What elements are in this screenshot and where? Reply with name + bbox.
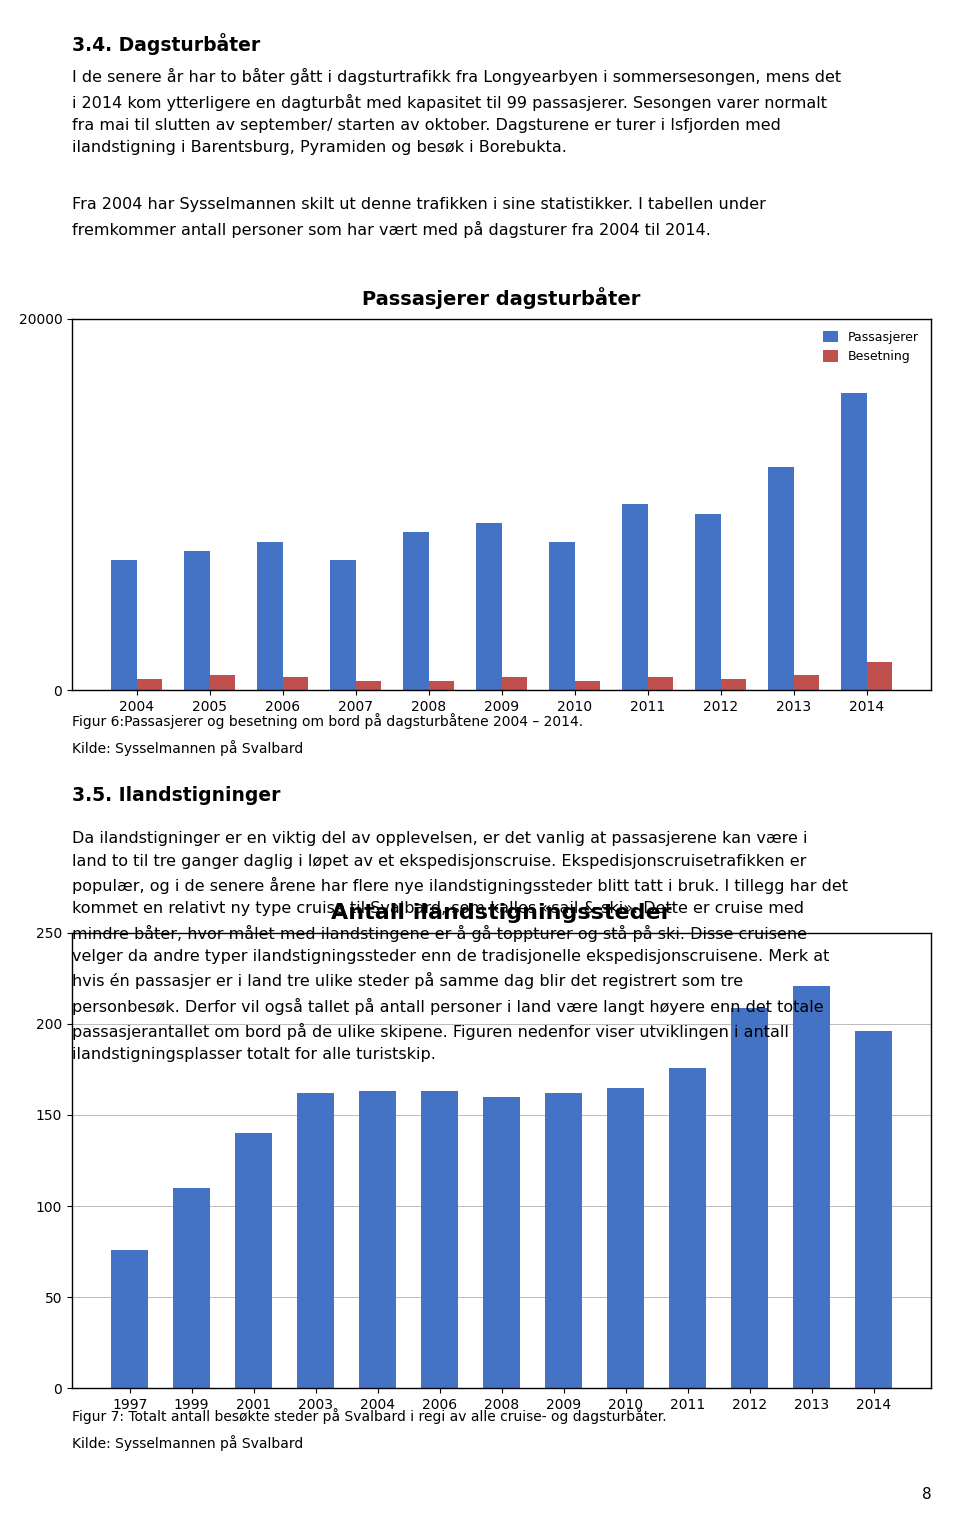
- Bar: [111, 560, 136, 690]
- Bar: [695, 514, 721, 690]
- Bar: [622, 504, 648, 690]
- Bar: [731, 1007, 768, 1388]
- Bar: [359, 1091, 396, 1388]
- Text: 3.4. Dagsturbåter: 3.4. Dagsturbåter: [72, 33, 260, 55]
- Title: Antall ilandstigningssteder: Antall ilandstigningssteder: [331, 903, 672, 922]
- Text: Da ilandstigninger er en viktig del av opplevelsen, er det vanlig at passasjeren: Da ilandstigninger er en viktig del av o…: [72, 831, 848, 1062]
- Bar: [483, 1097, 520, 1388]
- Text: Figur 7: Totalt antall besøkte steder på Svalbard i regi av alle cruise- og dags: Figur 7: Totalt antall besøkte steder på…: [72, 1408, 666, 1424]
- Bar: [501, 677, 527, 690]
- Text: I de senere år har to båter gått i dagsturtrafikk fra Longyearbyen i sommerseson: I de senere år har to båter gått i dagst…: [72, 68, 841, 155]
- Text: Kilde: Sysselmannen på Svalbard: Kilde: Sysselmannen på Svalbard: [72, 1435, 303, 1452]
- Bar: [235, 1133, 273, 1388]
- Bar: [867, 663, 892, 690]
- Bar: [768, 467, 794, 690]
- Bar: [257, 542, 282, 690]
- Bar: [173, 1188, 210, 1388]
- Bar: [794, 675, 819, 690]
- Bar: [721, 680, 746, 690]
- Text: 8: 8: [922, 1487, 931, 1502]
- Bar: [209, 675, 235, 690]
- Bar: [184, 551, 209, 690]
- Text: Kilde: Sysselmannen på Svalbard: Kilde: Sysselmannen på Svalbard: [72, 740, 303, 757]
- Bar: [545, 1094, 582, 1388]
- Bar: [575, 681, 600, 690]
- Bar: [421, 1091, 458, 1388]
- Bar: [669, 1068, 707, 1388]
- Bar: [297, 1094, 334, 1388]
- Bar: [355, 681, 381, 690]
- Text: Figur 6:Passasjerer og besetning om bord på dagsturbåtene 2004 – 2014.: Figur 6:Passasjerer og besetning om bord…: [72, 713, 583, 730]
- Bar: [476, 523, 501, 690]
- Bar: [648, 677, 673, 690]
- Bar: [607, 1088, 644, 1388]
- Bar: [330, 560, 355, 690]
- Bar: [793, 986, 830, 1388]
- Bar: [136, 680, 162, 690]
- Bar: [841, 393, 867, 690]
- Bar: [549, 542, 575, 690]
- Title: Passasjerer dagsturbåter: Passasjerer dagsturbåter: [363, 287, 640, 308]
- Bar: [111, 1250, 148, 1388]
- Bar: [282, 677, 308, 690]
- Text: 3.5. Ilandstigninger: 3.5. Ilandstigninger: [72, 786, 280, 806]
- Bar: [855, 1032, 892, 1388]
- Legend: Passasjerer, Besetning: Passasjerer, Besetning: [816, 325, 924, 370]
- Bar: [428, 681, 454, 690]
- Text: Fra 2004 har Sysselmannen skilt ut denne trafikken i sine statistikker. I tabell: Fra 2004 har Sysselmannen skilt ut denne…: [72, 197, 766, 238]
- Bar: [403, 532, 428, 690]
